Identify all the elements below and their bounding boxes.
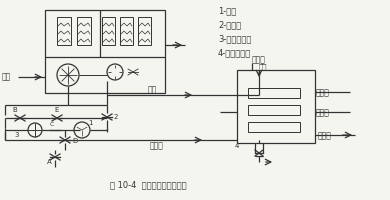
Text: D: D <box>72 138 77 144</box>
Text: 2-逆止阀: 2-逆止阀 <box>218 20 241 29</box>
Bar <box>120 17 133 45</box>
Text: 自来水: 自来水 <box>252 55 266 64</box>
Text: 3: 3 <box>14 132 18 138</box>
Text: 制冷剂: 制冷剂 <box>316 108 330 117</box>
Text: C: C <box>50 122 54 127</box>
Text: A: A <box>47 159 52 165</box>
Text: 1: 1 <box>88 120 92 126</box>
Text: 下水道: 下水道 <box>318 131 332 140</box>
Bar <box>248 105 300 115</box>
Bar <box>237 70 315 143</box>
Text: 自来水: 自来水 <box>316 88 330 97</box>
Text: E: E <box>54 107 58 113</box>
Text: 图 10-4  自流回水系统示意图: 图 10-4 自流回水系统示意图 <box>110 180 186 190</box>
Bar <box>138 17 151 45</box>
Text: B: B <box>12 107 17 113</box>
Text: 2: 2 <box>114 114 119 120</box>
Text: 冷冻水: 冷冻水 <box>150 141 164 150</box>
Bar <box>102 17 115 45</box>
Bar <box>248 122 300 132</box>
Bar <box>77 17 91 45</box>
Bar <box>45 10 165 93</box>
Text: 空气: 空气 <box>2 72 11 82</box>
Bar <box>248 88 300 98</box>
Text: 4-主机换热器: 4-主机换热器 <box>218 48 251 57</box>
Bar <box>57 17 71 45</box>
Text: 回水: 回水 <box>148 85 157 94</box>
Text: 4: 4 <box>235 143 239 149</box>
Text: 3-三通混合阀: 3-三通混合阀 <box>218 34 252 43</box>
Text: 1-水泵: 1-水泵 <box>218 6 236 15</box>
Text: 水线: 水线 <box>259 63 268 70</box>
